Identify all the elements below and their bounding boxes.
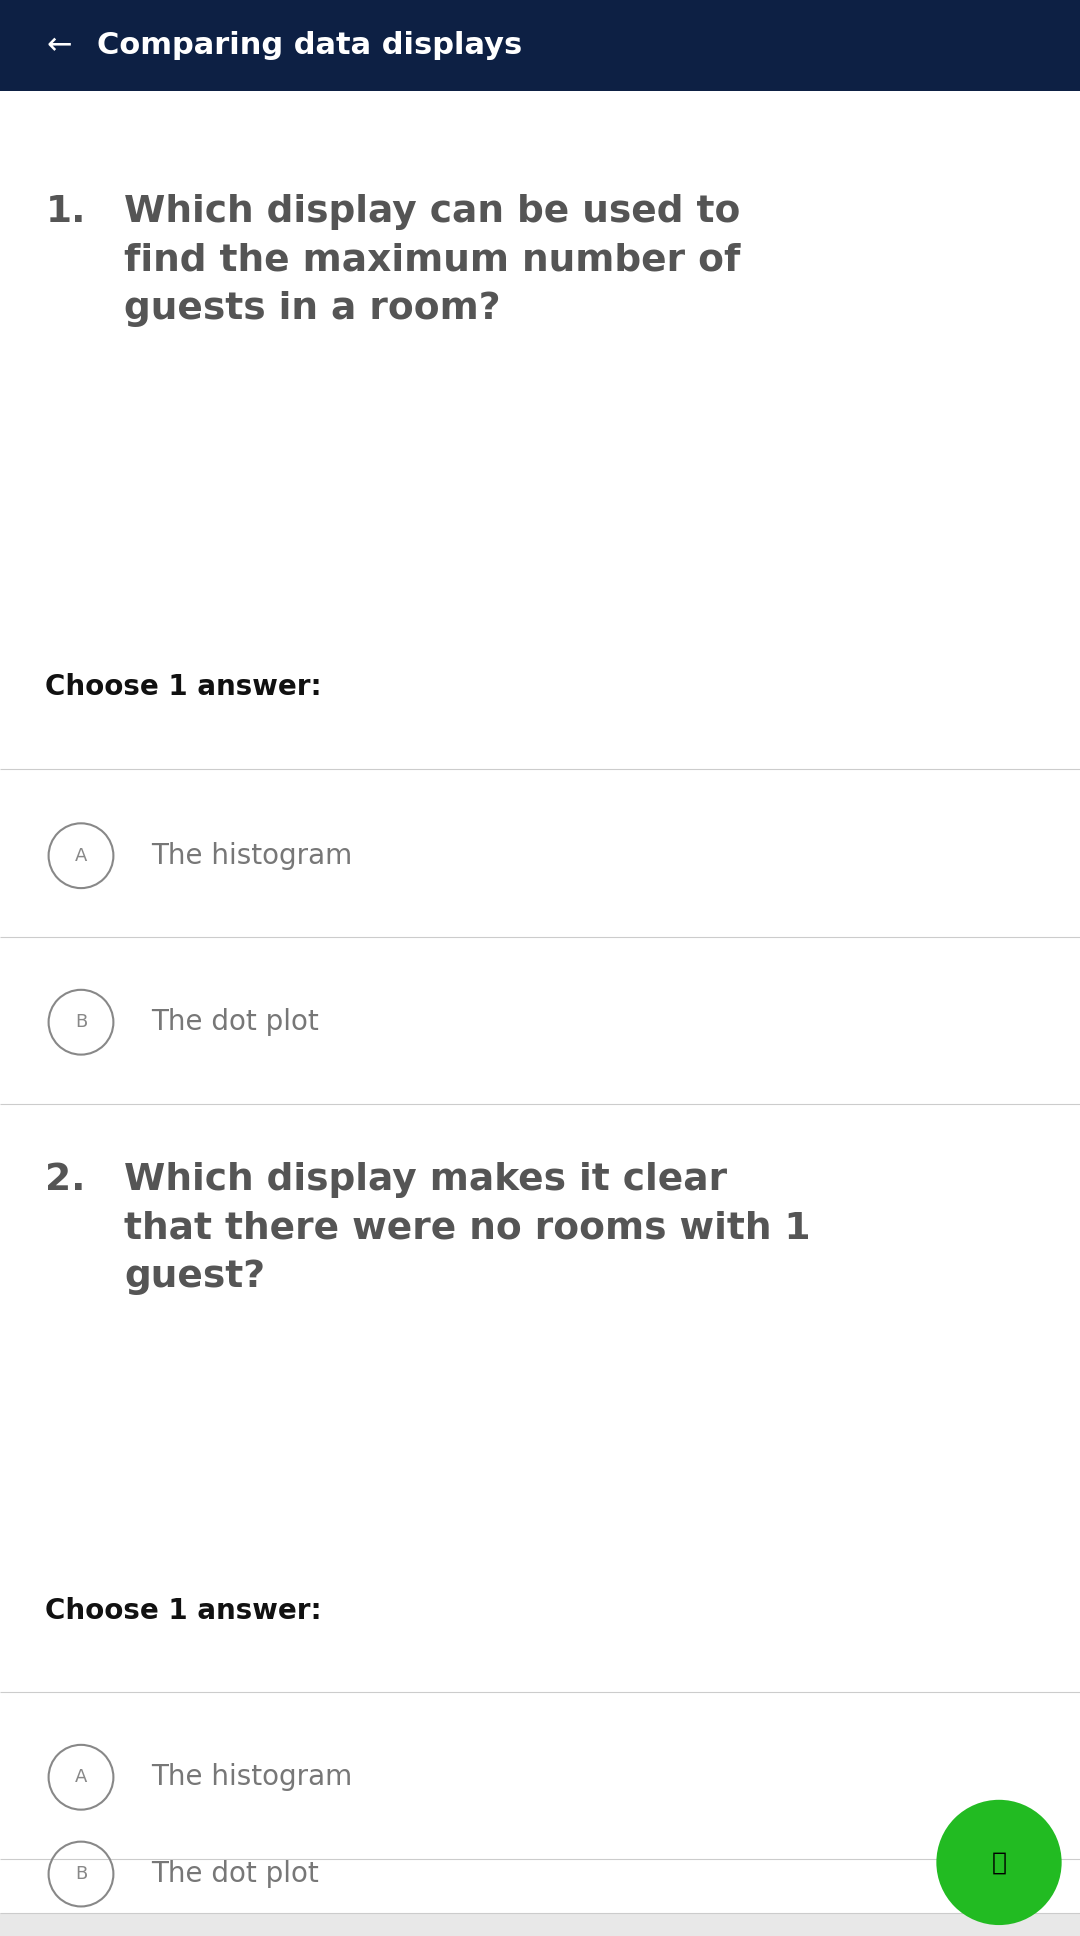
Text: 2.: 2. xyxy=(45,1162,86,1198)
Text: The histogram: The histogram xyxy=(151,1764,352,1791)
Text: The dot plot: The dot plot xyxy=(151,1009,319,1036)
Text: A: A xyxy=(75,1768,87,1787)
Text: B: B xyxy=(75,1864,87,1884)
Text: The dot plot: The dot plot xyxy=(151,1860,319,1888)
FancyBboxPatch shape xyxy=(0,1913,1080,1936)
Text: Comparing data displays: Comparing data displays xyxy=(97,31,523,60)
Text: 1.: 1. xyxy=(45,194,86,230)
Text: Which display makes it clear
that there were no rooms with 1
guest?: Which display makes it clear that there … xyxy=(124,1162,811,1295)
Text: The histogram: The histogram xyxy=(151,842,352,869)
Text: Choose 1 answer:: Choose 1 answer: xyxy=(45,674,322,701)
Text: Which display can be used to
find the maximum number of
guests in a room?: Which display can be used to find the ma… xyxy=(124,194,741,327)
Text: ←: ← xyxy=(46,31,72,60)
Text: Choose 1 answer:: Choose 1 answer: xyxy=(45,1597,322,1624)
Text: A: A xyxy=(75,846,87,865)
Text: B: B xyxy=(75,1013,87,1032)
Ellipse shape xyxy=(936,1800,1062,1924)
Text: 💡: 💡 xyxy=(991,1851,1007,1874)
FancyBboxPatch shape xyxy=(0,0,1080,91)
